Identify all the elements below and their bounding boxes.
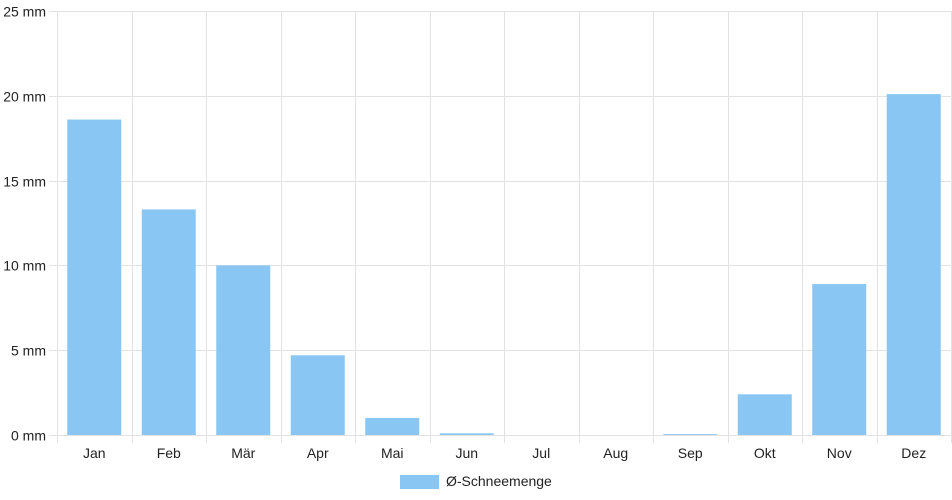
bar-dez[interactable] — [886, 94, 941, 435]
bar-apr[interactable] — [290, 355, 345, 435]
bar-sep[interactable] — [663, 434, 718, 435]
x-tick-label: Feb — [157, 445, 181, 461]
legend-swatch — [400, 475, 439, 489]
x-tick-label: Jan — [83, 445, 106, 461]
x-tick-label: Jul — [532, 445, 550, 461]
legend-label: Ø-Schneemenge — [446, 473, 552, 489]
grid-layer — [49, 11, 952, 443]
bar-feb[interactable] — [141, 209, 196, 435]
bar-okt[interactable] — [737, 394, 792, 435]
bar-nov[interactable] — [812, 284, 867, 435]
x-tick-label: Dez — [901, 445, 926, 461]
x-tick-label: Sep — [678, 445, 703, 461]
axis-layer: 0 mm 5 mm 10 mm 15 mm 20 mm 25 mm Jan Feb Mär Apr… — [3, 4, 926, 462]
y-tick-label: 5 mm — [11, 343, 46, 359]
y-tick-label: 0 mm — [11, 428, 46, 444]
x-tick-label: Mär — [231, 445, 255, 461]
y-tick-label: 20 mm — [3, 89, 46, 105]
bar-mär[interactable] — [216, 265, 271, 435]
y-tick-label: 10 mm — [3, 258, 46, 274]
bar-jan[interactable] — [67, 119, 122, 435]
x-tick-label: Mai — [381, 445, 404, 461]
bar-jun[interactable] — [439, 433, 494, 435]
y-tick-label: 15 mm — [3, 174, 46, 190]
bar-mai[interactable] — [365, 418, 420, 435]
bar-layer — [67, 94, 941, 435]
x-tick-label: Jun — [455, 445, 478, 461]
legend[interactable]: Ø-Schneemenge — [400, 473, 552, 489]
x-tick-label: Okt — [754, 445, 776, 461]
x-tick-label: Aug — [603, 445, 628, 461]
x-tick-label: Apr — [307, 445, 329, 461]
x-tick-label: Nov — [827, 445, 852, 461]
y-tick-label: 25 mm — [3, 4, 46, 20]
